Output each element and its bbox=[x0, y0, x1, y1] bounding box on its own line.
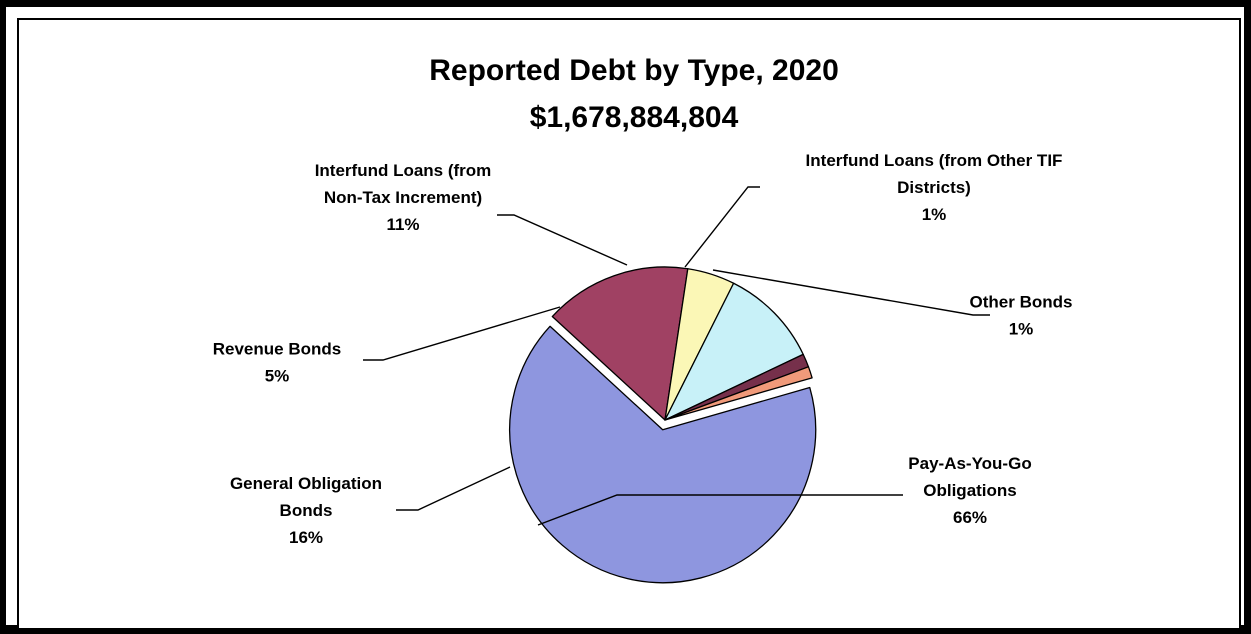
slice-category-label: Pay-As-You-Go bbox=[908, 454, 1031, 473]
chart-title: Reported Debt by Type, 2020 bbox=[429, 54, 839, 87]
slice-percent-label: 1% bbox=[922, 205, 947, 224]
slice-category-label: Non-Tax Increment) bbox=[324, 188, 482, 207]
slice-percent-label: 66% bbox=[953, 508, 987, 527]
pie-slice-pay-as-you-go-obligations bbox=[509, 325, 817, 584]
pie-slice-other-bonds bbox=[664, 366, 813, 421]
slice-category-label: Interfund Loans (from Other TIF bbox=[806, 151, 1063, 170]
leader-line-interfund-loans-from-non-tax-increment bbox=[497, 214, 628, 266]
leader-line-pay-as-you-go-obligations bbox=[537, 494, 903, 526]
slice-category-label: Obligations bbox=[923, 481, 1017, 500]
leader-line-general-obligation-bonds bbox=[396, 466, 511, 511]
pie-slice-interfund-loans-from-non-tax-increment bbox=[664, 282, 804, 421]
leader-line-revenue-bonds bbox=[363, 306, 561, 361]
chart-subtitle: $1,678,884,804 bbox=[530, 101, 739, 134]
pie-slice-general-obligation-bonds bbox=[551, 266, 689, 421]
slice-percent-label: 11% bbox=[386, 215, 419, 234]
slice-category-label: Interfund Loans (from bbox=[315, 161, 492, 180]
slice-category-label: Bonds bbox=[280, 501, 333, 520]
slice-category-label: General Obligation bbox=[230, 474, 382, 493]
slice-category-label: Other Bonds bbox=[970, 293, 1073, 312]
slice-percent-label: 5% bbox=[265, 367, 290, 386]
slice-percent-label: 16% bbox=[289, 528, 323, 547]
slice-category-label: Revenue Bonds bbox=[213, 340, 341, 359]
leader-line-other-bonds bbox=[712, 269, 990, 316]
slice-category-label: Districts) bbox=[897, 178, 971, 197]
leader-line-interfund-loans-from-other-tif-districts bbox=[684, 186, 760, 268]
slice-percent-label: 1% bbox=[1009, 320, 1034, 339]
